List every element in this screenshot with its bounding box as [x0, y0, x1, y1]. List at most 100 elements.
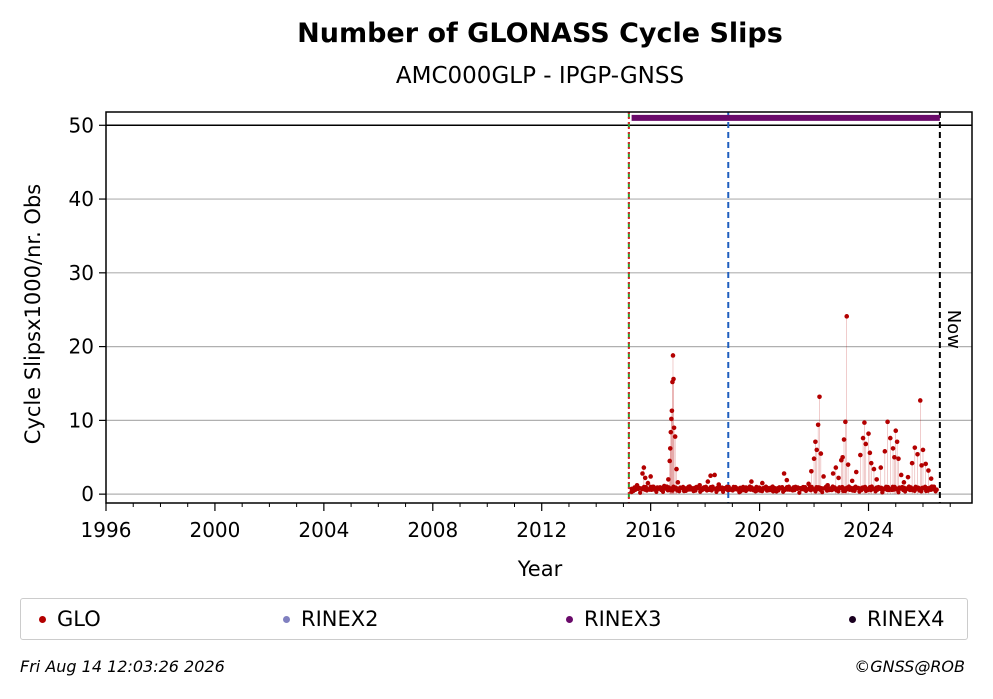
glo-point-40 — [760, 480, 765, 486]
glo-point-70 — [858, 452, 863, 458]
glo-point-38 — [749, 479, 754, 484]
glo-point-21 — [672, 434, 678, 439]
glo-point-11 — [666, 477, 671, 482]
glo-point-57 — [821, 474, 826, 479]
glo-point-42 — [770, 488, 776, 494]
glo-point-5 — [645, 480, 651, 486]
glo-point-2 — [640, 471, 645, 476]
glo-baseline-point — [638, 490, 643, 495]
legend-marker-rinex4 — [849, 615, 856, 623]
glo-point-71 — [860, 435, 866, 441]
glo-point-0 — [629, 489, 634, 495]
legend-marker-rinex2 — [283, 615, 290, 623]
glo-point-96 — [920, 447, 926, 453]
x-tick-label-2000: 2000 — [189, 518, 240, 542]
glo-point-13 — [667, 446, 673, 451]
plot-frame — [105, 111, 973, 504]
glo-baseline-point — [660, 489, 666, 494]
glo-point-33 — [721, 485, 727, 491]
glo-point-55 — [817, 394, 822, 400]
glo-point-35 — [732, 486, 738, 492]
glo-point-95 — [919, 463, 924, 468]
footer-date: Fri Aug 14 12:03:26 2026 — [20, 657, 225, 676]
y-tick-label-40: 40 — [69, 187, 94, 211]
glo-point-27 — [697, 482, 702, 488]
y-tick-label-50: 50 — [69, 113, 94, 137]
glo-point-87 — [896, 456, 901, 462]
glo-point-43 — [776, 485, 781, 491]
glo-point-44 — [781, 471, 787, 476]
glo-point-37 — [743, 485, 749, 490]
glo-point-69 — [853, 469, 859, 475]
glo-point-63 — [840, 454, 845, 460]
x-tick-label-2016: 2016 — [625, 518, 676, 542]
glo-point-73 — [863, 441, 869, 447]
glo-point-79 — [878, 465, 884, 470]
glo-point-18 — [670, 353, 676, 358]
glo-point-26 — [691, 487, 697, 493]
plot-area: 0 10 20 30 40 50 1996 2000 2004 2008 2012 2016 2020 2… — [69, 111, 973, 542]
glo-point-84 — [892, 454, 897, 460]
y-axis-label: Cycle Slipsx1000/nr. Obs — [21, 184, 45, 444]
glo-point-61 — [836, 475, 841, 481]
glo-point-75 — [867, 450, 873, 456]
y-tick-label-30: 30 — [69, 261, 94, 285]
glo-point-74 — [866, 431, 871, 436]
glo-point-97 — [923, 461, 929, 467]
glo-point-7 — [651, 484, 656, 490]
glo-point-82 — [888, 435, 893, 441]
glo-point-76 — [868, 460, 874, 466]
footer-credit: ©GNSS@ROB — [854, 657, 965, 676]
glo-baseline-point — [820, 490, 825, 495]
x-tick-label-2004: 2004 — [298, 518, 349, 542]
glo-point-25 — [686, 484, 692, 490]
x-tick-label-2008: 2008 — [407, 518, 458, 542]
glo-point-36 — [738, 488, 743, 494]
glo-point-1 — [634, 482, 640, 488]
x-axis-label: Year — [517, 557, 563, 581]
glo-point-98 — [926, 468, 931, 473]
glo-point-85 — [893, 428, 899, 434]
glo-point-50 — [809, 468, 814, 474]
glo-point-58 — [825, 482, 830, 488]
glo-point-29 — [705, 479, 711, 484]
glo-point-78 — [874, 477, 879, 482]
glo-point-6 — [648, 474, 653, 479]
glo-point-19 — [671, 376, 676, 382]
glo-point-54 — [815, 422, 821, 428]
glo-point-88 — [898, 472, 904, 478]
glo-point-92 — [912, 445, 918, 450]
glo-point-68 — [849, 478, 855, 484]
x-tick-label-2012: 2012 — [516, 518, 567, 542]
glo-point-83 — [890, 446, 896, 451]
glo-point-66 — [844, 314, 850, 319]
glo-point-60 — [833, 465, 839, 470]
glo-point-49 — [806, 481, 811, 487]
legend-marker-rinex3 — [566, 615, 573, 623]
x-tick-label-1996: 1996 — [81, 518, 132, 542]
glo-point-59 — [830, 471, 836, 476]
glo-point-4 — [642, 475, 648, 481]
glo-point-32 — [716, 482, 722, 487]
glo-point-8 — [653, 487, 659, 493]
chart-subtitle: AMC000GLP - IPGP-GNSS — [396, 63, 684, 89]
glo-point-39 — [754, 488, 760, 493]
glo-point-94 — [917, 398, 923, 403]
glo-point-12 — [667, 458, 673, 464]
glo-point-100 — [931, 484, 937, 490]
series-glo-baseline — [629, 484, 938, 495]
glo-point-77 — [871, 466, 877, 472]
legend-item-rinex2: RINEX2 — [283, 599, 379, 639]
glo-point-52 — [813, 439, 818, 445]
glo-point-53 — [814, 447, 820, 453]
glo-point-41 — [765, 487, 771, 493]
glo-point-80 — [882, 449, 888, 454]
glo-point-30 — [708, 473, 713, 479]
glo-baseline-point — [880, 490, 885, 495]
x-tick-label-2024: 2024 — [843, 518, 894, 542]
now-label: Now — [943, 310, 964, 349]
glo-point-56 — [818, 451, 824, 456]
glo-point-45 — [784, 477, 790, 483]
glo-point-23 — [675, 480, 681, 485]
y-tick-label-0: 0 — [81, 482, 94, 506]
